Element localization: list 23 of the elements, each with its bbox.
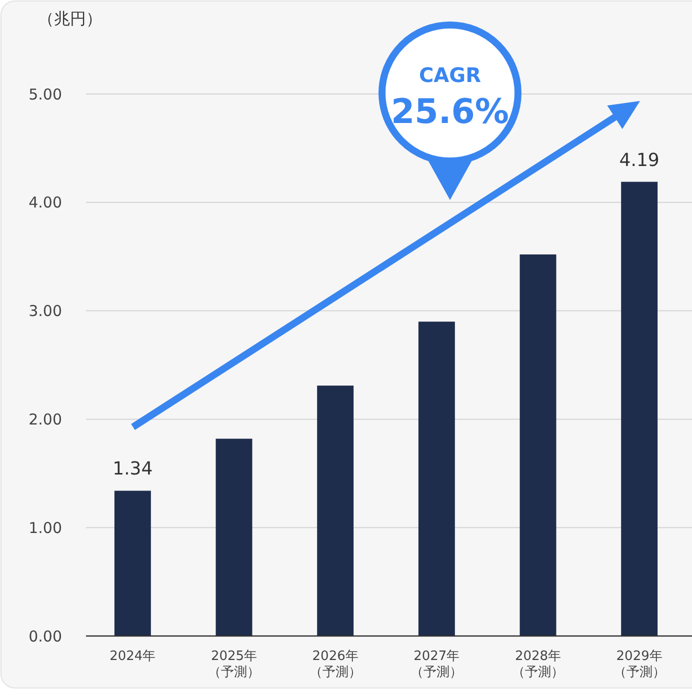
x-tick-label: 2026年（予測） <box>309 649 362 680</box>
x-tick-label: 2025年（予測） <box>208 649 260 680</box>
y-axis-title: （兆円） <box>38 9 102 28</box>
data-label: 4.19 <box>619 150 660 171</box>
x-tick-label: 2024年 <box>110 649 156 664</box>
bar <box>418 322 455 636</box>
x-tick-label: 2028年（予測） <box>512 649 564 680</box>
y-tick-label: 1.00 <box>28 518 62 537</box>
x-tick-label: 2029年（予測） <box>613 649 666 680</box>
y-tick-label: 0.00 <box>28 627 62 646</box>
data-label: 1.34 <box>112 458 153 480</box>
x-tick-label: 2027年（予測） <box>410 649 463 680</box>
y-tick-label: 3.00 <box>28 302 62 320</box>
bar <box>216 438 252 636</box>
bar <box>520 254 556 636</box>
y-tick-label: 4.00 <box>28 194 62 212</box>
bar <box>114 490 151 636</box>
bar <box>317 386 354 636</box>
y-tick-label: 2.00 <box>28 410 62 428</box>
text: CAGR <box>419 63 481 87</box>
y-tick-label: 5.00 <box>28 85 62 104</box>
bar <box>621 182 658 636</box>
annotation: 25.6% <box>391 92 509 132</box>
